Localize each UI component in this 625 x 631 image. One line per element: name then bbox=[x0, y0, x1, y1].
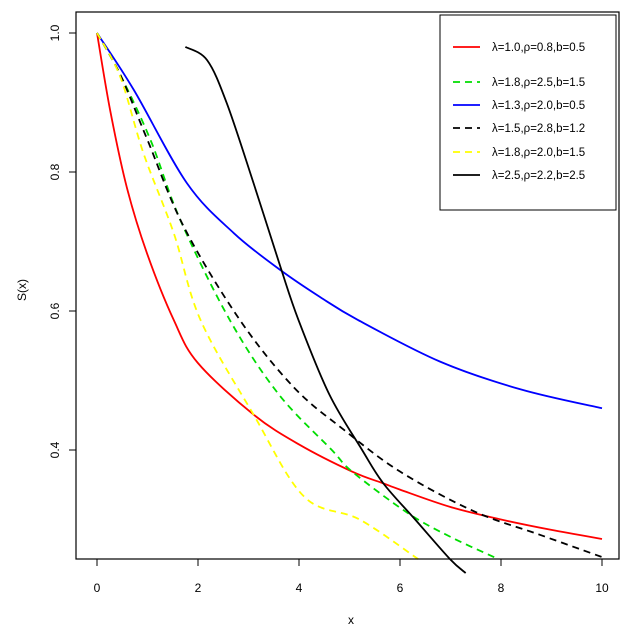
series-line-3 bbox=[96, 32, 603, 558]
legend-label: λ=1.5,ρ=2.8,b=1.2 bbox=[492, 123, 585, 135]
series-line-2 bbox=[96, 32, 603, 410]
x-tick-label: 10 bbox=[595, 581, 609, 595]
x-tick-label: 2 bbox=[195, 581, 202, 595]
x-axis: 0 2 4 6 8 10 bbox=[94, 558, 609, 595]
legend-label: λ=2.5,ρ=2.2,b=2.5 bbox=[492, 170, 585, 182]
legend: λ=1.0,ρ=0.8,b=0.5 λ=1.8,ρ=2.5,b=1.5 λ=1.3,… bbox=[439, 14, 617, 211]
series-line-0 bbox=[96, 32, 603, 540]
series-line-1 bbox=[96, 32, 499, 560]
y-tick-label: 0.8 bbox=[48, 163, 62, 180]
x-tick-label: 4 bbox=[296, 581, 303, 595]
y-tick-label: 0.6 bbox=[48, 302, 62, 319]
y-axis: 0.4 0.6 0.8 1.0 bbox=[48, 24, 76, 458]
legend-label: λ=1.0,ρ=0.8,b=0.5 bbox=[492, 42, 585, 54]
series-line-5 bbox=[184, 46, 467, 574]
legend-label: λ=1.3,ρ=2.0,b=0.5 bbox=[492, 100, 585, 112]
legend-label: λ=1.8,ρ=2.0,b=1.5 bbox=[492, 147, 585, 159]
y-axis-label: S(x) bbox=[15, 279, 29, 301]
series-line-4 bbox=[96, 32, 419, 560]
x-tick-label: 6 bbox=[397, 581, 404, 595]
x-axis-label: x bbox=[348, 613, 354, 627]
curves-layer bbox=[96, 32, 603, 574]
y-tick-label: 0.4 bbox=[48, 441, 62, 458]
legend-label: λ=1.8,ρ=2.5,b=1.5 bbox=[492, 77, 585, 89]
y-tick-label: 1.0 bbox=[48, 24, 62, 41]
x-tick-label: 8 bbox=[498, 581, 505, 595]
x-tick-label: 0 bbox=[94, 581, 101, 595]
